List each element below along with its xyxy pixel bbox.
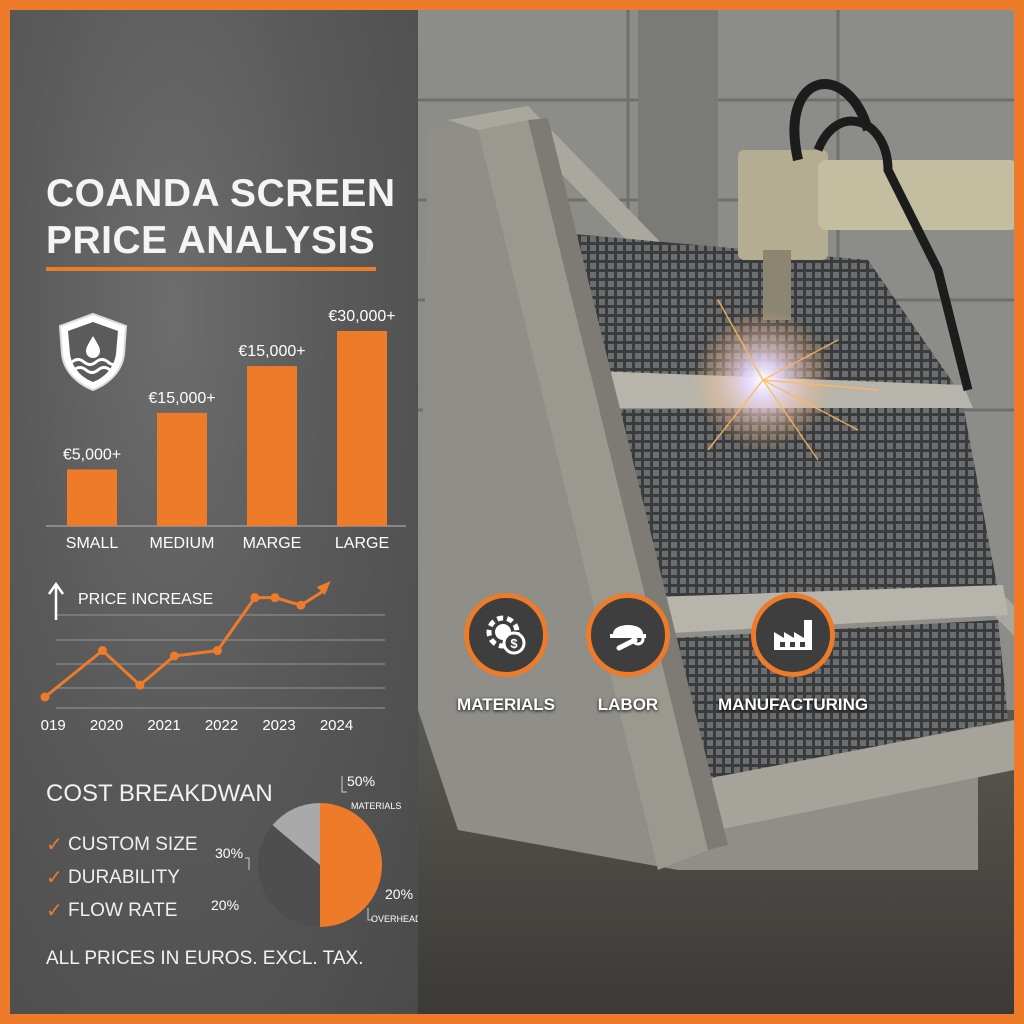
x-tick-label: 2023 <box>262 717 295 734</box>
data-point <box>135 680 145 690</box>
bar-value-label: €15,000+ <box>238 343 305 360</box>
leader-line <box>245 857 250 870</box>
x-tick-label: 2020 <box>90 717 123 734</box>
x-tick-label: 2019 <box>40 717 66 734</box>
title-divider <box>46 267 376 271</box>
leader-line <box>367 908 373 921</box>
leader-line <box>341 776 347 793</box>
bar-value-label: €15,000+ <box>148 390 215 407</box>
pie-label: 20% <box>211 897 239 913</box>
bar <box>157 412 207 526</box>
data-point <box>270 593 280 603</box>
footnote: ALL PRICES IN EUROS. EXCL. TAX. <box>46 948 364 969</box>
bar <box>247 366 297 526</box>
data-point <box>213 646 222 656</box>
bar <box>67 469 117 526</box>
bar-value-label: €30,000+ <box>328 308 395 325</box>
check-icon: ✓ <box>46 900 63 922</box>
x-tick-label: 2021 <box>147 717 180 734</box>
bar <box>337 331 387 526</box>
x-tick-label: LARGE <box>335 535 389 552</box>
bar-value-label: €5,000+ <box>63 446 121 463</box>
pie-slice <box>258 825 320 927</box>
page-title: COANDA SCREEN PRICE ANALYSIS <box>46 172 396 262</box>
list-item: ✓ CUSTOM SIZE <box>46 828 198 861</box>
factor-label: LABOR <box>597 695 659 714</box>
pie-label: OVERHEAD <box>371 914 418 924</box>
svg-text:$: $ <box>510 636 518 651</box>
factor-manufacturing: MANUFACTURING <box>718 593 868 715</box>
coanda-screen-illustration <box>418 10 1014 1014</box>
check-icon: ✓ <box>46 867 63 889</box>
trend-arrowhead <box>316 581 331 595</box>
pie-label: 50% <box>347 773 375 789</box>
data-point <box>296 600 306 610</box>
factor-label: MANUFACTURING <box>718 695 869 714</box>
shield-water-icon <box>58 312 128 392</box>
x-tick-label: 2022 <box>205 717 238 734</box>
data-point <box>169 651 179 661</box>
pie-slice <box>272 803 320 865</box>
price-increase-chart: PRICE INCREASE 2019 2020 2021 2022 2023 2024 <box>40 581 385 734</box>
factory-icon <box>751 593 835 677</box>
x-tick-label: 2024 <box>320 717 353 734</box>
x-tick-label: SMALL <box>66 535 119 552</box>
factor-label: MATERIALS <box>457 695 555 714</box>
pie-slice <box>320 803 382 927</box>
list-item-label: FLOW RATE <box>68 899 178 921</box>
pie-label: MATERIALS <box>351 801 401 811</box>
feature-list: ✓ CUSTOM SIZE ✓ DURABILITY ✓ FLOW RATE <box>46 828 198 927</box>
x-tick-label: MARGE <box>243 535 302 552</box>
cost-breakdown-title: COST BREAKDWAN <box>46 780 273 807</box>
cost-pie-chart: 50% MATERIALS 30% 20% 20% OVERHEAD <box>211 773 418 927</box>
data-point <box>98 646 107 656</box>
welding-photo: $ MATERIALS LABOR <box>418 10 1014 1014</box>
list-item: ✓ DURABILITY <box>46 861 198 894</box>
price-bar-chart: €5,000+ SMALL €15,000+ MEDIUM €15,000+ MARGE €… <box>46 308 406 552</box>
check-icon: ✓ <box>46 834 63 856</box>
list-item: ✓ FLOW RATE <box>46 894 198 927</box>
data-point <box>250 593 260 603</box>
factor-labor: LABOR <box>568 593 688 715</box>
list-item-label: DURABILITY <box>68 866 180 888</box>
list-item-label: CUSTOM SIZE <box>68 833 198 855</box>
up-arrow-icon <box>47 581 65 620</box>
factor-materials: $ MATERIALS <box>446 593 566 715</box>
data-point <box>40 692 50 702</box>
pie-label: 20% <box>385 886 413 902</box>
gear-coins-icon: $ <box>464 593 548 677</box>
pie-label: 30% <box>215 845 243 861</box>
info-panel: COANDA SCREEN PRICE ANALYSIS €5,000+ SMAL… <box>10 10 418 1014</box>
hardhat-wrench-icon <box>586 593 670 677</box>
chart-title: PRICE INCREASE <box>78 591 213 608</box>
x-tick-label: MEDIUM <box>150 535 215 552</box>
